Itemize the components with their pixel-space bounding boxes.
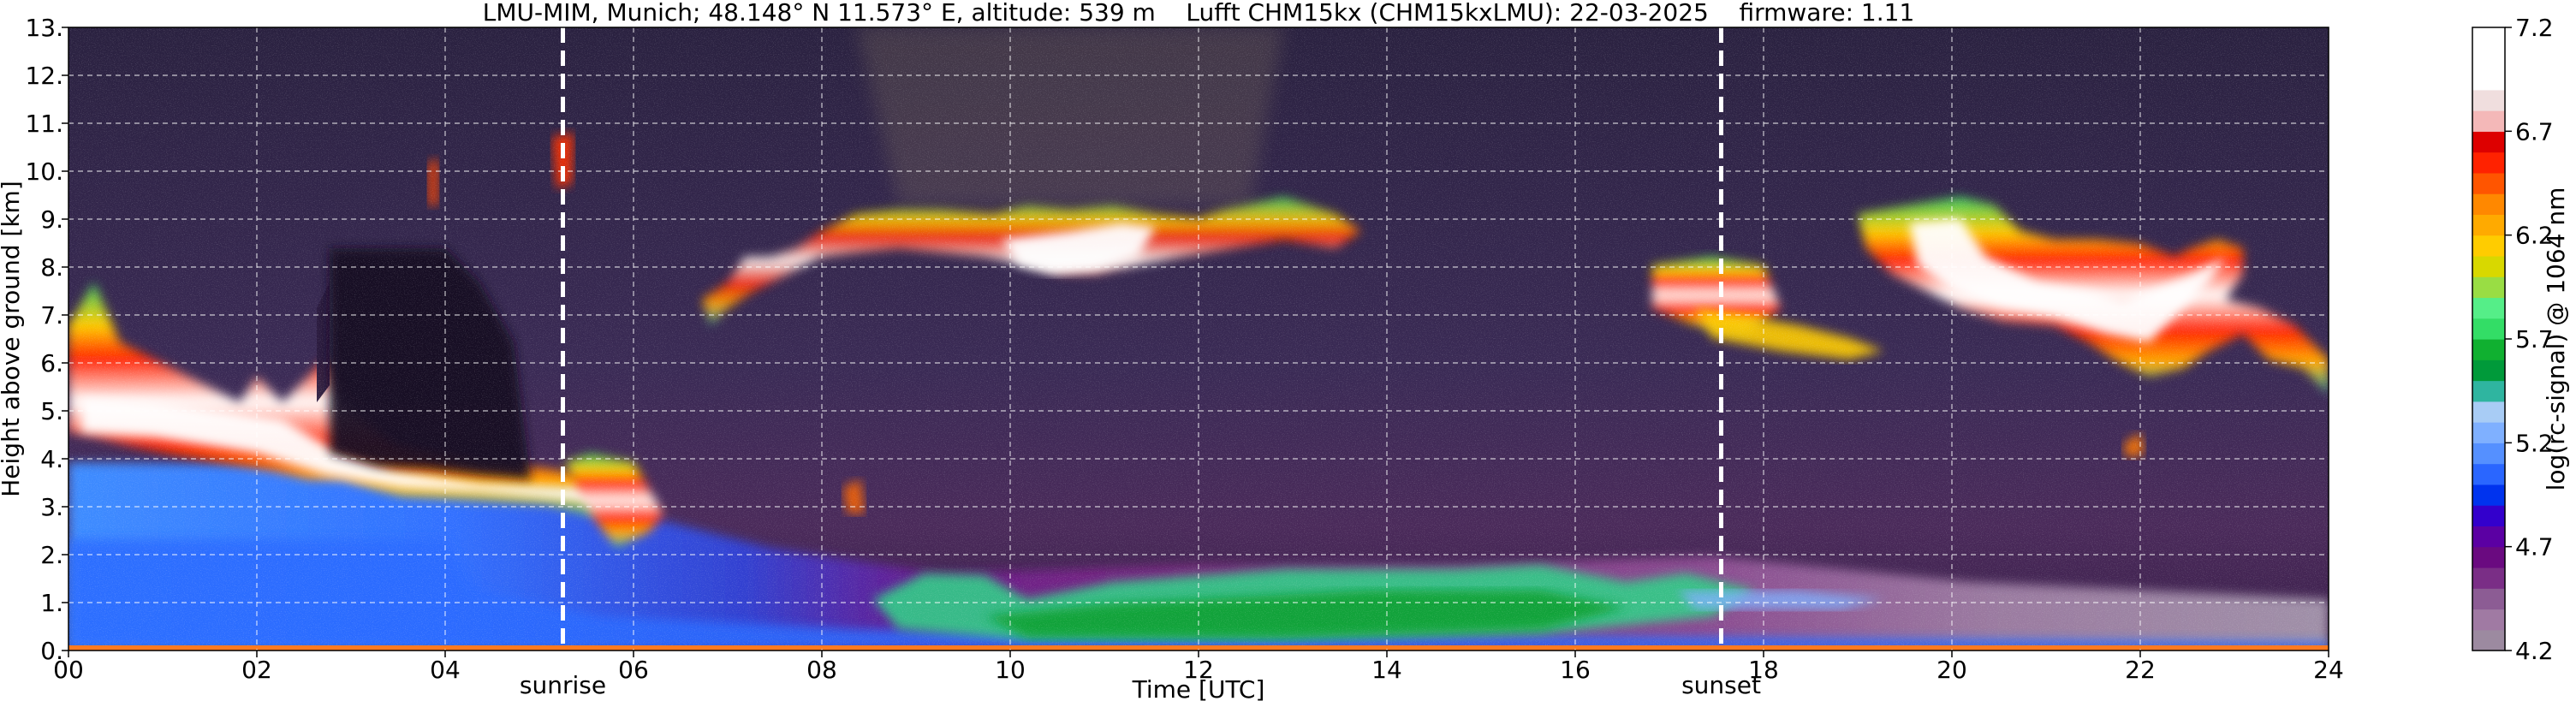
y-axis-label: Height above ground [km] bbox=[0, 181, 25, 497]
colorbar-segment bbox=[2472, 276, 2505, 299]
colorbar-segment bbox=[2472, 318, 2505, 340]
colorbar-segment bbox=[2472, 463, 2505, 485]
y-tick-label: 12. bbox=[25, 62, 63, 90]
y-tick-label: 5. bbox=[40, 397, 63, 425]
colorbar-segment bbox=[2472, 27, 2505, 49]
colorbar-tick-label: 5.7 bbox=[2515, 325, 2554, 354]
colorbar bbox=[2472, 27, 2505, 651]
y-axis-ticks: 0. 1. 2. 3. 4. 5. 6. 7. 8. 9. 10. 11. 12. 13. bbox=[25, 14, 68, 665]
colorbar-segment bbox=[2472, 152, 2505, 174]
x-tick-label: 16 bbox=[1560, 656, 1591, 684]
x-tick-label: 14 bbox=[1371, 656, 1402, 684]
x-tick-label: 18 bbox=[1748, 656, 1779, 684]
colorbar-tick-label: 6.2 bbox=[2515, 222, 2554, 250]
colorbar-segment bbox=[2472, 339, 2505, 360]
colorbar-segment bbox=[2472, 255, 2505, 277]
colorbar-segment bbox=[2472, 609, 2505, 631]
colorbar-segment bbox=[2472, 68, 2505, 91]
colorbar-segment bbox=[2472, 172, 2505, 194]
colorbar-segment bbox=[2472, 193, 2505, 215]
x-tick-label: 20 bbox=[1936, 656, 1967, 684]
x-tick-label: 22 bbox=[2125, 656, 2156, 684]
marker-label-sunset: sunset bbox=[1681, 671, 1761, 699]
y-tick-label: 0. bbox=[40, 637, 63, 665]
colorbar-segment bbox=[2472, 567, 2505, 589]
colorbar-tick-label: 6.7 bbox=[2515, 117, 2554, 146]
colorbar-segment bbox=[2472, 380, 2505, 402]
x-tick-label: 24 bbox=[2313, 656, 2344, 684]
grid-lines bbox=[68, 27, 2329, 651]
y-tick-label: 9. bbox=[40, 205, 63, 234]
colorbar-segment bbox=[2472, 48, 2505, 70]
colorbar-segment bbox=[2472, 214, 2505, 236]
x-tick-label: 10 bbox=[995, 656, 1026, 684]
x-axis-label: Time [UTC] bbox=[1132, 675, 1265, 704]
chart-title: LMU-MIM, Munich; 48.148° N 11.573° E, al… bbox=[483, 0, 1915, 27]
colorbar-tick-label: 4.7 bbox=[2515, 533, 2554, 561]
colorbar-segment bbox=[2472, 505, 2505, 526]
x-tick-label: 02 bbox=[241, 656, 272, 684]
colorbar-segment bbox=[2472, 588, 2505, 610]
colorbar-label: log(rc-signal) @ 1064 nm bbox=[2542, 187, 2570, 491]
colorbar-segment bbox=[2472, 401, 2505, 423]
colorbar-segment bbox=[2472, 526, 2505, 548]
colorbar-tick-label: 7.2 bbox=[2515, 14, 2554, 42]
x-tick-label: 08 bbox=[806, 656, 837, 684]
y-tick-label: 8. bbox=[40, 253, 63, 282]
y-tick-label: 10. bbox=[25, 157, 63, 186]
x-tick-label: 00 bbox=[53, 656, 84, 684]
colorbar-segment bbox=[2472, 235, 2505, 257]
y-tick-label: 1. bbox=[40, 589, 63, 617]
y-tick-label: 13. bbox=[25, 14, 63, 42]
x-tick-label: 04 bbox=[430, 656, 461, 684]
x-tick-label: 06 bbox=[618, 656, 649, 684]
colorbar-segment bbox=[2472, 484, 2505, 506]
colorbar-segment bbox=[2472, 422, 2505, 443]
y-tick-label: 6. bbox=[40, 349, 63, 377]
marker-label-sunrise: sunrise bbox=[520, 671, 606, 699]
colorbar-segment bbox=[2472, 89, 2505, 111]
colorbar-ticks: 4.2 4.7 5.2 5.7 6.2 6.7 7.2 bbox=[2505, 14, 2554, 665]
event-markers: sunrise sunset bbox=[520, 27, 1761, 699]
colorbar-segment bbox=[2472, 297, 2505, 319]
y-tick-label: 3. bbox=[40, 493, 63, 521]
colorbar-segment bbox=[2472, 443, 2505, 465]
colorbar-tick-label: 5.2 bbox=[2515, 429, 2554, 457]
colorbar-tick-label: 4.2 bbox=[2515, 637, 2554, 665]
y-tick-label: 2. bbox=[40, 541, 63, 569]
y-tick-label: 11. bbox=[25, 110, 63, 138]
colorbar-segment bbox=[2472, 131, 2505, 153]
y-tick-label: 4. bbox=[40, 445, 63, 473]
colorbar-segment bbox=[2472, 110, 2505, 132]
colorbar-segment bbox=[2472, 546, 2505, 568]
colorbar-segment bbox=[2472, 629, 2505, 651]
x-axis-ticks: 00 02 04 06 08 10 12 14 16 18 20 22 24 bbox=[53, 651, 2344, 684]
colorbar-segment bbox=[2472, 359, 2505, 382]
y-tick-label: 7. bbox=[40, 301, 63, 330]
x-tick-label: 12 bbox=[1183, 656, 1214, 684]
